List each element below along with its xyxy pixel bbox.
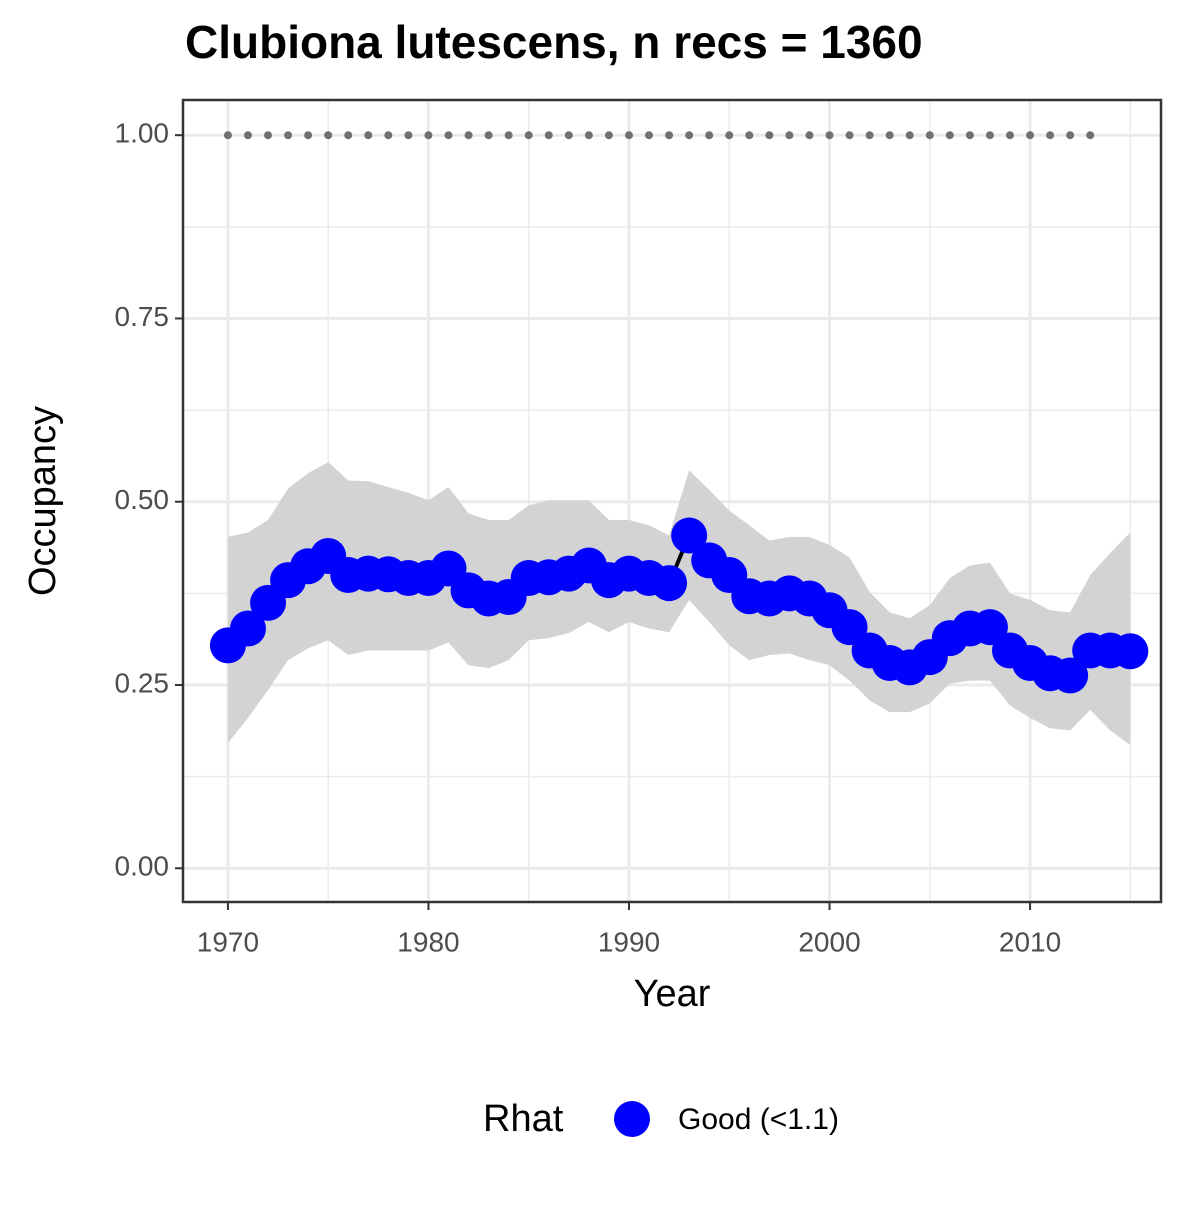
record-dot [344,131,353,140]
x-tick-label: 1990 [598,926,660,957]
record-dot [1046,131,1055,140]
legend-marker [614,1101,650,1137]
record-dot [785,131,794,140]
record-dot [885,131,894,140]
record-dot [624,131,633,140]
record-dot [384,131,393,140]
record-dot [504,131,513,140]
record-dot [1066,131,1075,140]
record-dot [324,131,333,140]
record-dot [304,131,313,140]
record-dot [925,131,934,140]
record-dot [223,131,232,140]
y-axis-label: Occupancy [22,406,64,596]
record-dot [745,131,754,140]
y-tick-label: 0.25 [115,667,170,698]
record-dot [725,131,734,140]
record-dot [665,131,674,140]
record-dot [564,131,573,140]
y-tick-label: 0.75 [115,301,170,332]
record-dot [484,131,493,140]
data-point [971,609,1008,646]
y-tick-label: 0.50 [115,484,170,515]
plot-border [181,98,1163,904]
data-point [229,610,266,647]
record-dot [544,131,553,140]
legend-label: Good (<1.1) [678,1103,839,1136]
x-axis-label: Year [634,973,711,1015]
record-dot [404,131,413,140]
record-dot [444,131,453,140]
data-point [1052,657,1089,694]
record-dot [805,131,814,140]
x-tick-label: 1970 [197,926,259,957]
legend-title: Rhat [483,1098,564,1140]
record-dot [965,131,974,140]
record-dot [905,131,914,140]
data-point [831,609,868,646]
record-dot [284,131,293,140]
record-dot [685,131,694,140]
record-dot [524,131,533,140]
y-tick-label: 1.00 [115,118,170,149]
data-point [651,565,688,602]
record-dot [264,131,273,140]
record-dot [845,131,854,140]
data-point [671,517,708,554]
record-dot [604,131,613,140]
y-tick-label: 0.00 [115,851,170,882]
record-dot [1086,131,1095,140]
record-dot [945,131,954,140]
x-tick-label: 1980 [397,926,459,957]
record-dot [584,131,593,140]
record-dot [424,131,433,140]
record-dot [825,131,834,140]
record-dot [243,131,252,140]
record-dot [765,131,774,140]
data-point [1112,633,1149,670]
record-dot [985,131,994,140]
record-dot [865,131,874,140]
record-dot [364,131,373,140]
record-dot [1026,131,1035,140]
record-dot [705,131,714,140]
x-tick-label: 2010 [999,926,1061,957]
chart-title: Clubiona lutescens, n recs = 1360 [185,16,923,68]
record-dot [464,131,473,140]
record-dot [1005,131,1014,140]
record-dot [645,131,654,140]
x-tick-label: 2000 [798,926,860,957]
